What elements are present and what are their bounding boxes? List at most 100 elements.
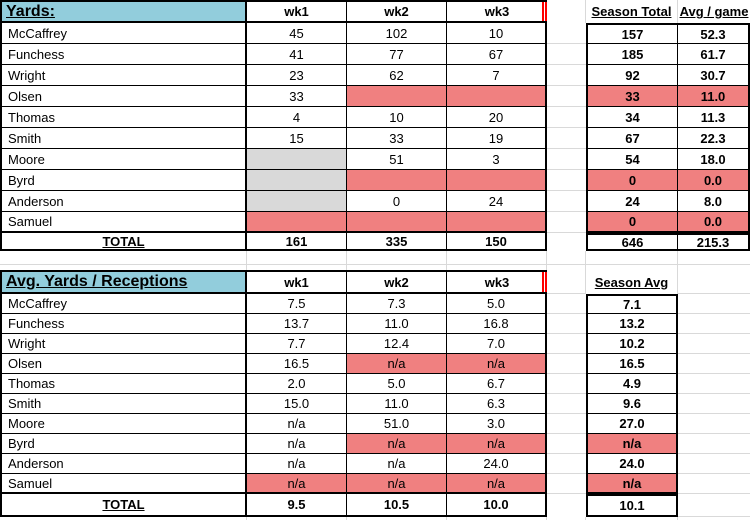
week-value-cell[interactable]: 19 (447, 128, 547, 149)
player-name-cell[interactable]: Funchess (0, 314, 247, 334)
avg-per-game-cell[interactable]: 22.3 (678, 128, 750, 149)
player-name-cell[interactable]: Samuel (0, 474, 247, 494)
wk3-header-cell[interactable]: wk3 (447, 270, 547, 294)
week-value-cell[interactable] (247, 212, 347, 233)
season-avg-cell[interactable]: 16.5 (586, 354, 678, 374)
week-value-cell[interactable]: 15 (247, 128, 347, 149)
week-value-cell[interactable]: 7.0 (447, 334, 547, 354)
total-value-cell[interactable]: 335 (347, 233, 447, 251)
season-avg-cell[interactable]: n/a (586, 474, 678, 494)
week-value-cell[interactable]: 33 (347, 128, 447, 149)
avg-per-game-cell[interactable]: 11.3 (678, 107, 750, 128)
avg-per-game-cell[interactable]: 18.0 (678, 149, 750, 170)
season-total-cell[interactable]: 185 (586, 44, 678, 65)
week-value-cell[interactable]: 4 (247, 107, 347, 128)
week-value-cell[interactable] (247, 170, 347, 191)
total-value-cell[interactable]: 10.5 (347, 494, 447, 517)
player-name-cell[interactable]: Byrd (0, 434, 247, 454)
week-value-cell[interactable]: 67 (447, 44, 547, 65)
week-value-cell[interactable]: n/a (447, 474, 547, 494)
season-avg-cell[interactable]: 10.2 (586, 334, 678, 354)
avg-per-game-cell[interactable]: 61.7 (678, 44, 750, 65)
week-value-cell[interactable]: 5.0 (347, 374, 447, 394)
player-name-cell[interactable]: McCaffrey (0, 23, 247, 44)
week-value-cell[interactable]: 51.0 (347, 414, 447, 434)
week-value-cell[interactable]: 11.0 (347, 314, 447, 334)
player-name-cell[interactable]: Moore (0, 414, 247, 434)
week-value-cell[interactable]: 3.0 (447, 414, 547, 434)
week-value-cell[interactable]: 77 (347, 44, 447, 65)
season-total-header-cell[interactable]: Season Total (586, 0, 678, 23)
total-value-cell[interactable]: 9.5 (247, 494, 347, 517)
player-name-cell[interactable]: Thomas (0, 374, 247, 394)
total-value-cell[interactable]: 150 (447, 233, 547, 251)
season-total-cell[interactable]: 0 (586, 212, 678, 233)
player-name-cell[interactable]: Smith (0, 394, 247, 414)
week-value-cell[interactable]: n/a (447, 354, 547, 374)
week-value-cell[interactable]: 10 (447, 23, 547, 44)
week-value-cell[interactable]: 11.0 (347, 394, 447, 414)
week-value-cell[interactable]: 16.8 (447, 314, 547, 334)
week-value-cell[interactable] (447, 86, 547, 107)
week-value-cell[interactable]: 45 (247, 23, 347, 44)
yards-title-cell[interactable]: Yards: (0, 0, 247, 23)
avg-per-game-cell[interactable]: 8.0 (678, 191, 750, 212)
season-avg-cell[interactable]: n/a (586, 434, 678, 454)
week-value-cell[interactable]: 6.3 (447, 394, 547, 414)
week-value-cell[interactable]: 51 (347, 149, 447, 170)
avg-per-game-cell[interactable]: 30.7 (678, 65, 750, 86)
week-value-cell[interactable]: 10 (347, 107, 447, 128)
week-value-cell[interactable]: 0 (347, 191, 447, 212)
week-value-cell[interactable] (347, 86, 447, 107)
total-value-cell[interactable]: 10.1 (586, 494, 678, 517)
season-avg-cell[interactable]: 7.1 (586, 294, 678, 314)
player-name-cell[interactable]: Olsen (0, 86, 247, 107)
week-value-cell[interactable]: n/a (347, 474, 447, 494)
player-name-cell[interactable]: Anderson (0, 454, 247, 474)
player-name-cell[interactable]: Olsen (0, 354, 247, 374)
week-value-cell[interactable] (447, 212, 547, 233)
week-value-cell[interactable]: 23 (247, 65, 347, 86)
week-value-cell[interactable]: n/a (447, 434, 547, 454)
week-value-cell[interactable]: 62 (347, 65, 447, 86)
week-value-cell[interactable]: 20 (447, 107, 547, 128)
week-value-cell[interactable]: 41 (247, 44, 347, 65)
week-value-cell[interactable]: 102 (347, 23, 447, 44)
week-value-cell[interactable]: n/a (347, 354, 447, 374)
week-value-cell[interactable]: 24.0 (447, 454, 547, 474)
week-value-cell[interactable]: 7 (447, 65, 547, 86)
week-value-cell[interactable]: 2.0 (247, 374, 347, 394)
season-avg-cell[interactable]: 27.0 (586, 414, 678, 434)
total-label-cell[interactable]: TOTAL (0, 494, 247, 517)
wk1-header-cell[interactable]: wk1 (247, 270, 347, 294)
week-value-cell[interactable]: n/a (247, 434, 347, 454)
player-name-cell[interactable]: Samuel (0, 212, 247, 233)
avg-per-game-cell[interactable]: 0.0 (678, 170, 750, 191)
week-value-cell[interactable]: n/a (247, 454, 347, 474)
week-value-cell[interactable]: 7.3 (347, 294, 447, 314)
season-avg-cell[interactable]: 4.9 (586, 374, 678, 394)
week-value-cell[interactable]: 24 (447, 191, 547, 212)
wk2-header-cell[interactable]: wk2 (347, 0, 447, 23)
week-value-cell[interactable]: n/a (247, 414, 347, 434)
season-total-cell[interactable]: 24 (586, 191, 678, 212)
avg-per-game-cell[interactable]: 11.0 (678, 86, 750, 107)
week-value-cell[interactable]: 16.5 (247, 354, 347, 374)
player-name-cell[interactable]: Funchess (0, 44, 247, 65)
week-value-cell[interactable]: 15.0 (247, 394, 347, 414)
wk2-header-cell[interactable]: wk2 (347, 270, 447, 294)
week-value-cell[interactable]: 7.5 (247, 294, 347, 314)
total-value-cell[interactable]: 215.3 (678, 233, 750, 251)
season-avg-cell[interactable]: 9.6 (586, 394, 678, 414)
week-value-cell[interactable]: 12.4 (347, 334, 447, 354)
week-value-cell[interactable] (447, 170, 547, 191)
week-value-cell[interactable]: n/a (247, 474, 347, 494)
week-value-cell[interactable]: 33 (247, 86, 347, 107)
player-name-cell[interactable]: Moore (0, 149, 247, 170)
season-total-cell[interactable]: 67 (586, 128, 678, 149)
total-value-cell[interactable]: 161 (247, 233, 347, 251)
week-value-cell[interactable]: 6.7 (447, 374, 547, 394)
week-value-cell[interactable]: 3 (447, 149, 547, 170)
total-value-cell[interactable]: 10.0 (447, 494, 547, 517)
avg-per-game-cell[interactable]: 0.0 (678, 212, 750, 233)
